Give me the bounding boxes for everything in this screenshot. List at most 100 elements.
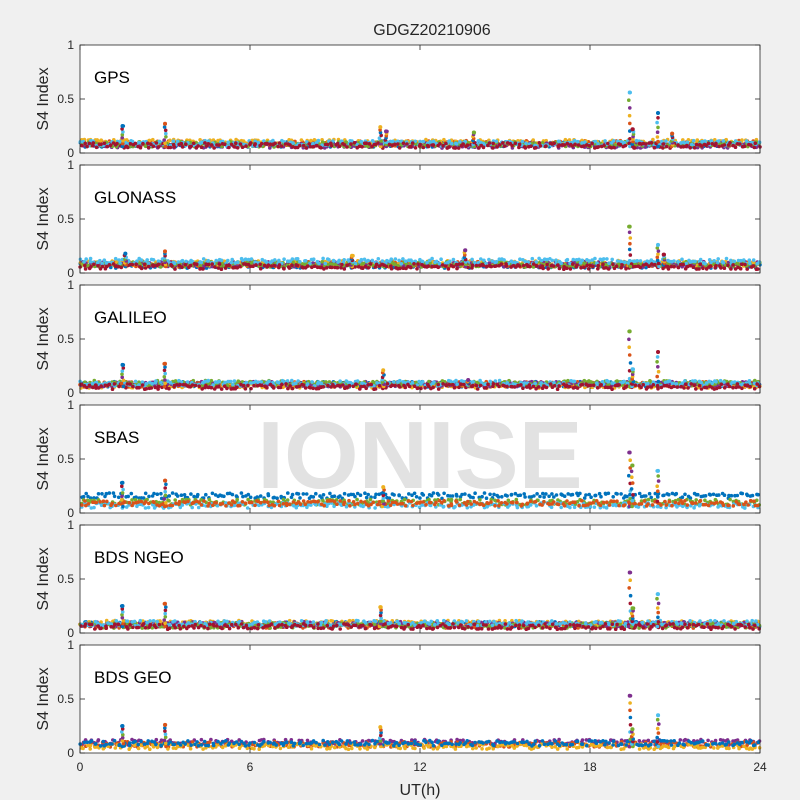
data-point — [565, 141, 570, 146]
data-point — [410, 141, 415, 145]
data-point — [191, 141, 196, 146]
data-point — [227, 145, 231, 150]
data-points — [78, 90, 762, 150]
data-point — [614, 264, 619, 269]
data-point — [643, 145, 648, 149]
data-point — [706, 141, 711, 146]
data-point — [273, 141, 277, 146]
data-point — [146, 145, 151, 150]
data-point — [649, 141, 654, 145]
data-point — [168, 138, 172, 143]
data-point — [446, 267, 451, 271]
figure-title: GDGZ20210906 — [373, 22, 491, 39]
data-point — [288, 143, 292, 147]
data-point — [733, 145, 738, 149]
data-point — [156, 145, 161, 149]
data-point — [694, 142, 699, 147]
data-point — [311, 144, 316, 149]
data-point — [540, 141, 545, 145]
y-axis-label: S4 Index — [35, 67, 52, 130]
data-point — [740, 138, 744, 142]
data-point — [329, 144, 334, 148]
data-point — [306, 264, 310, 268]
data-point — [277, 141, 282, 145]
data-point — [461, 142, 466, 146]
data-point — [368, 262, 373, 266]
data-point — [236, 379, 241, 384]
data-point — [139, 258, 144, 262]
data-point — [222, 142, 227, 146]
data-point — [501, 141, 505, 145]
data-point — [581, 144, 586, 148]
data-point — [504, 263, 509, 268]
data-point — [196, 144, 200, 148]
spike-peak — [350, 253, 354, 258]
data-point — [431, 139, 436, 144]
data-point — [401, 257, 405, 261]
data-point — [298, 260, 302, 264]
data-point — [376, 257, 381, 261]
data-point — [299, 138, 304, 142]
data-point — [139, 266, 144, 271]
data-point — [83, 267, 88, 271]
data-point — [329, 265, 334, 270]
data-point — [370, 258, 375, 263]
data-point — [219, 258, 224, 263]
data-point — [606, 141, 610, 146]
data-point — [479, 257, 483, 261]
data-point — [399, 262, 404, 266]
data-point — [653, 262, 657, 267]
data-point — [481, 263, 486, 268]
data-point — [494, 264, 498, 268]
data-point — [180, 265, 184, 270]
data-point — [450, 141, 454, 146]
data-point — [546, 267, 550, 271]
data-point — [335, 141, 340, 146]
data-point — [749, 143, 753, 147]
data-point — [520, 139, 525, 144]
data-point — [709, 260, 713, 265]
data-point — [141, 141, 145, 146]
data-point — [714, 141, 718, 146]
data-point — [337, 144, 342, 148]
data-point — [451, 264, 456, 269]
data-point — [607, 261, 611, 266]
data-point — [421, 145, 426, 150]
data-point — [359, 257, 364, 262]
data-point — [115, 141, 119, 146]
data-point — [583, 140, 587, 144]
data-point — [249, 257, 254, 261]
data-point — [729, 267, 733, 271]
data-point — [672, 264, 676, 269]
data-point — [482, 258, 486, 263]
data-point — [170, 264, 174, 268]
data-point — [721, 139, 726, 143]
data-point — [396, 142, 400, 146]
data-point — [701, 266, 705, 271]
spike-point — [162, 125, 167, 129]
data-point — [79, 143, 84, 148]
data-point — [366, 258, 370, 263]
data-point — [134, 262, 138, 267]
data-point — [534, 263, 539, 268]
spike-peak — [656, 111, 660, 115]
spike-peak — [378, 125, 383, 130]
data-point — [84, 257, 88, 261]
data-point — [273, 258, 277, 262]
data-point — [703, 261, 707, 266]
data-point — [256, 140, 261, 145]
data-point — [268, 146, 272, 150]
data-point — [596, 145, 601, 149]
data-point — [418, 139, 422, 144]
data-point — [454, 142, 459, 146]
data-point — [105, 144, 110, 149]
spike-point — [656, 144, 660, 149]
data-point — [138, 145, 143, 150]
data-point — [100, 264, 105, 269]
data-point — [119, 265, 124, 270]
data-point — [563, 137, 568, 142]
data-point — [605, 257, 609, 261]
data-point — [171, 139, 176, 143]
data-point — [664, 139, 668, 143]
data-point — [521, 263, 526, 268]
